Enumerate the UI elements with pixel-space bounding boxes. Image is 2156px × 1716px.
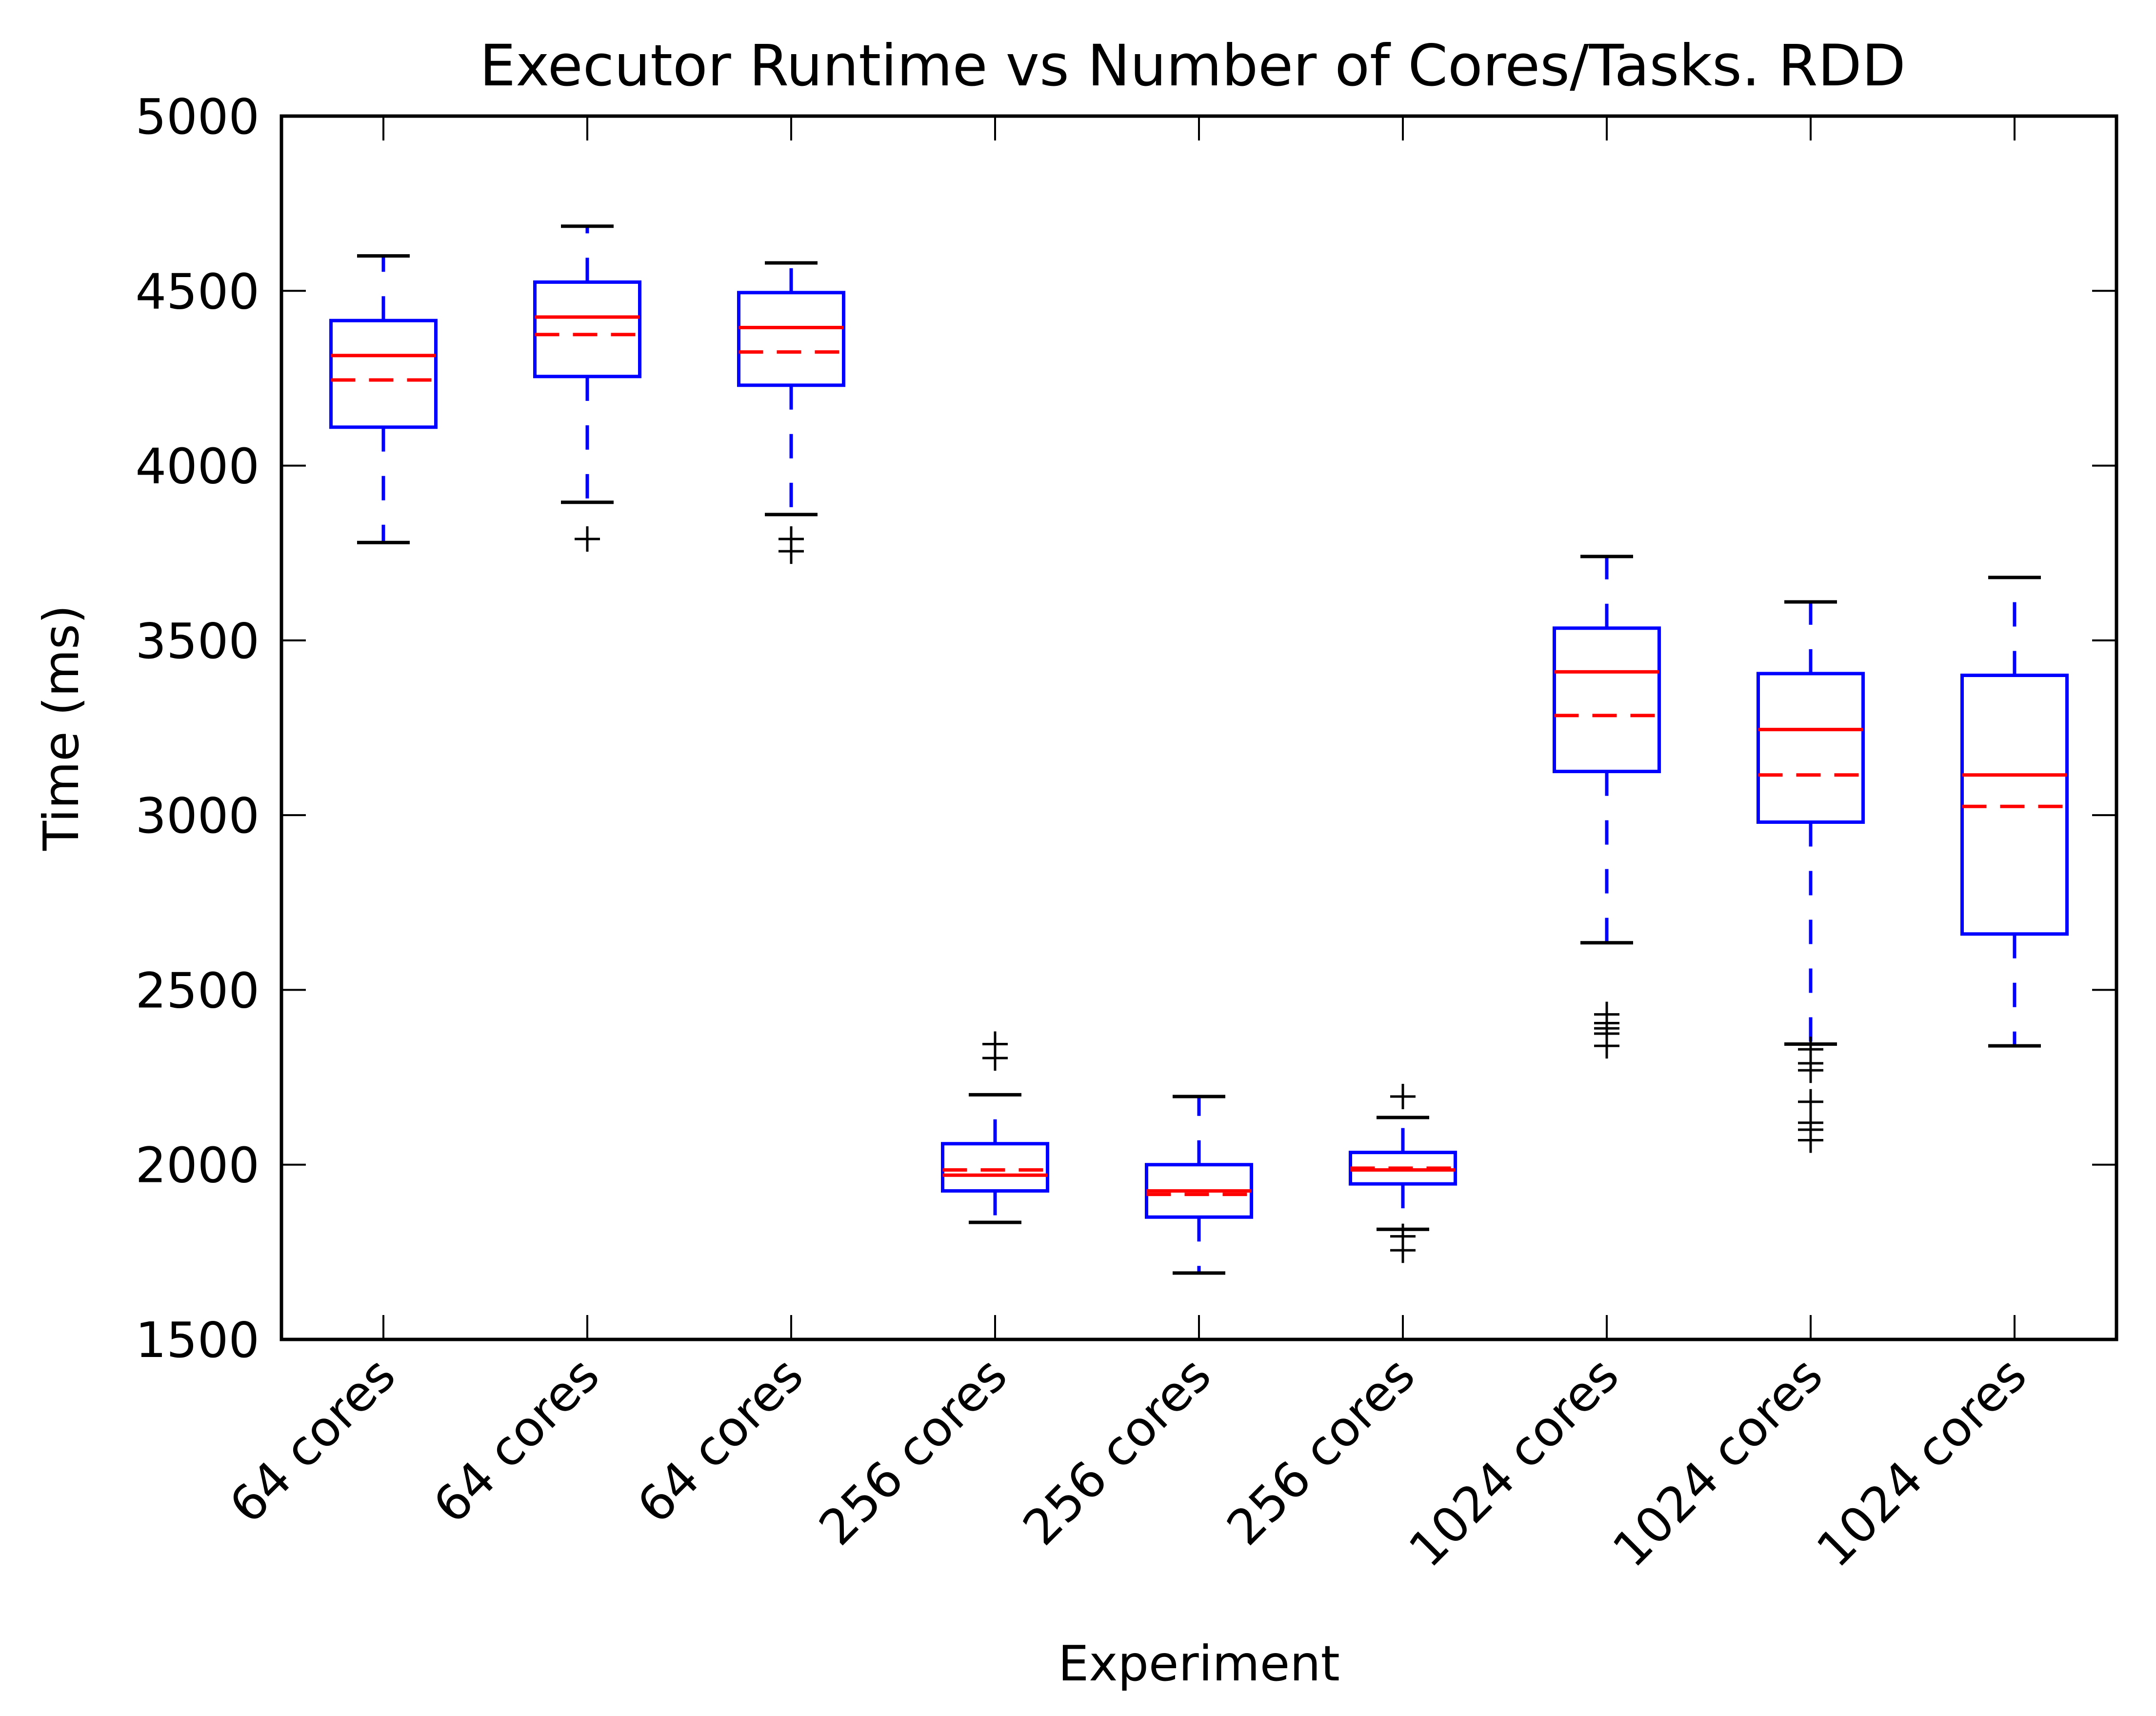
iqr-box: [329, 319, 438, 429]
iqr-box: [1960, 674, 2069, 936]
box-group: [329, 254, 438, 544]
chart-title: Executor Runtime vs Number of Cores/Task…: [479, 32, 1906, 99]
y-tick-label: 2500: [136, 962, 260, 1019]
flier-marker: [779, 539, 804, 564]
iqr-box: [1757, 672, 1865, 824]
box-group: [1960, 576, 2069, 1048]
y-axis-label: Time (ms): [33, 605, 90, 851]
plot-area: [329, 224, 2069, 1275]
y-tick-label: 4000: [136, 438, 260, 495]
box-group: [533, 224, 641, 552]
y-tick-label: 3500: [136, 613, 260, 670]
y-axis: 1500 2000 2500 3000 3500 4000 4500 5000: [136, 88, 2116, 1369]
flier-marker: [1390, 1083, 1416, 1109]
y-tick-label: 4500: [136, 263, 260, 320]
y-tick-label: 1500: [136, 1312, 260, 1369]
iqr-box: [1553, 626, 1661, 774]
y-tick-label: 2000: [136, 1137, 260, 1194]
flier-marker: [1594, 1033, 1619, 1059]
box-group: [737, 261, 845, 564]
y-tick-label: 5000: [136, 88, 260, 145]
flier-marker: [1390, 1237, 1416, 1263]
box-group: [941, 1031, 1049, 1224]
flier-marker: [982, 1031, 1008, 1057]
y-tick-label: 3000: [136, 787, 260, 844]
box-group: [1553, 555, 1661, 1059]
box-group: [1145, 1095, 1253, 1275]
box-group: [1349, 1083, 1457, 1263]
box-group: [1757, 600, 1865, 1153]
flier-marker: [575, 526, 600, 552]
iqr-box: [737, 291, 845, 387]
x-axis-label: Experiment: [1058, 1635, 1340, 1692]
iqr-box: [533, 280, 641, 379]
iqr-box: [941, 1142, 1049, 1193]
flier-marker: [1798, 1058, 1823, 1083]
flier-marker: [1798, 1127, 1823, 1153]
